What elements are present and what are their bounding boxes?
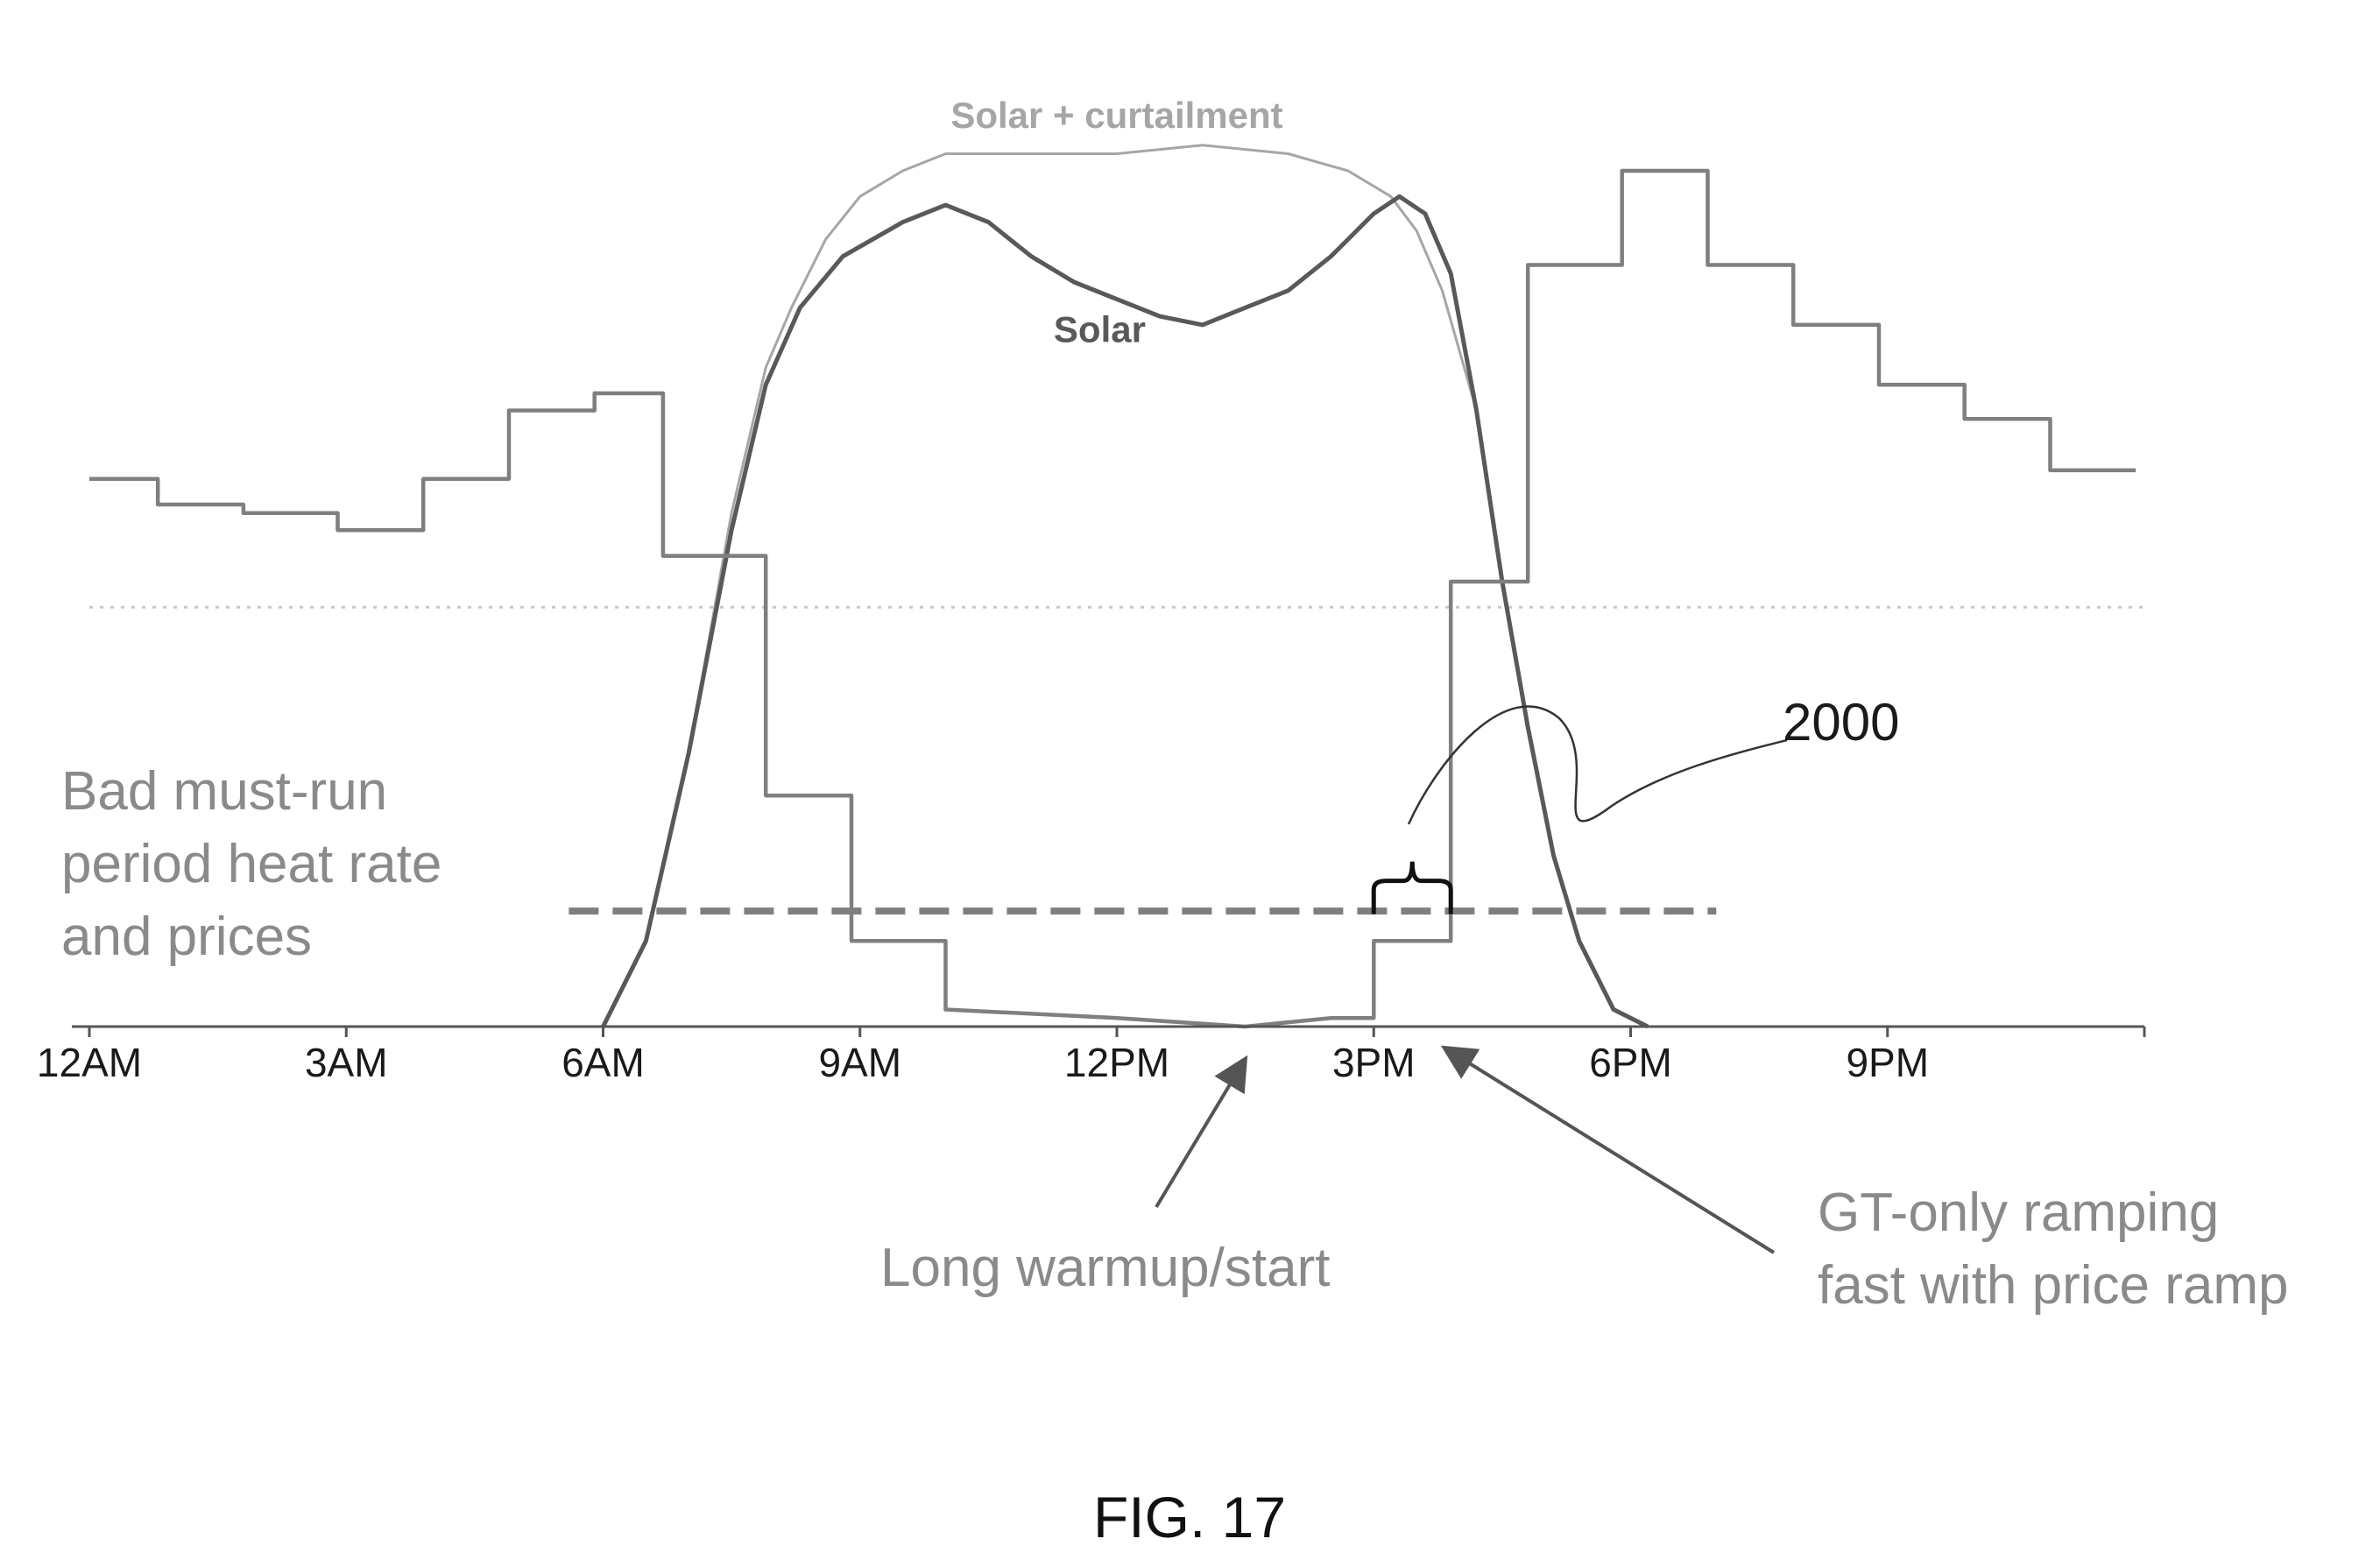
series-lines <box>89 144 2136 1029</box>
must-run-note-line2: period heat rate <box>61 834 441 894</box>
series-label-solar-curtailment: Solar + curtailment <box>950 95 1282 136</box>
series-line-solar-curtailment <box>602 144 1649 1028</box>
gt-ramping-note-line2: fast with price ramp <box>1818 1255 2289 1316</box>
series-labels: Solar + curtailment Solar <box>950 95 1282 349</box>
x-tick-label: 6PM <box>1589 1040 1672 1085</box>
bracket-2000 <box>1371 861 1453 914</box>
x-tick-label: 9AM <box>818 1040 901 1085</box>
series-label-solar: Solar <box>1054 308 1146 349</box>
reference-numeral: 2000 <box>1783 693 1899 752</box>
x-tick-label: 3AM <box>305 1040 388 1085</box>
figure-caption: FIG. 17 <box>1093 1485 1286 1549</box>
x-tick-label: 9PM <box>1846 1040 1929 1085</box>
x-tick-label: 6AM <box>561 1040 645 1085</box>
series-line-solar <box>601 194 1649 1029</box>
x-tick-label: 3PM <box>1332 1040 1416 1085</box>
x-tick-label: 12PM <box>1064 1040 1169 1085</box>
reference-lines <box>89 605 2144 915</box>
warmup-arrow <box>1155 1055 1248 1209</box>
leader-line-2000 <box>1407 705 1788 825</box>
plot-area: 12AM 3AM 6AM 9AM 12PM 3PM 6PM 9PM Solar + curta… <box>37 95 2146 1085</box>
series-line-price <box>89 168 2136 1029</box>
x-axis: 12AM 3AM 6AM 9AM 12PM 3PM 6PM 9PM <box>37 1025 2146 1085</box>
must-run-note-line1: Bad must-run <box>61 761 387 822</box>
must-run-note-line3: and prices <box>61 907 312 967</box>
warmup-note: Long warmup/start <box>880 1238 1330 1298</box>
gt-ramping-arrow <box>1440 1045 1776 1254</box>
gt-ramping-note-line1: GT-only ramping <box>1818 1182 2219 1243</box>
x-tick-label: 12AM <box>37 1040 142 1085</box>
bracket-shape <box>1371 861 1453 914</box>
